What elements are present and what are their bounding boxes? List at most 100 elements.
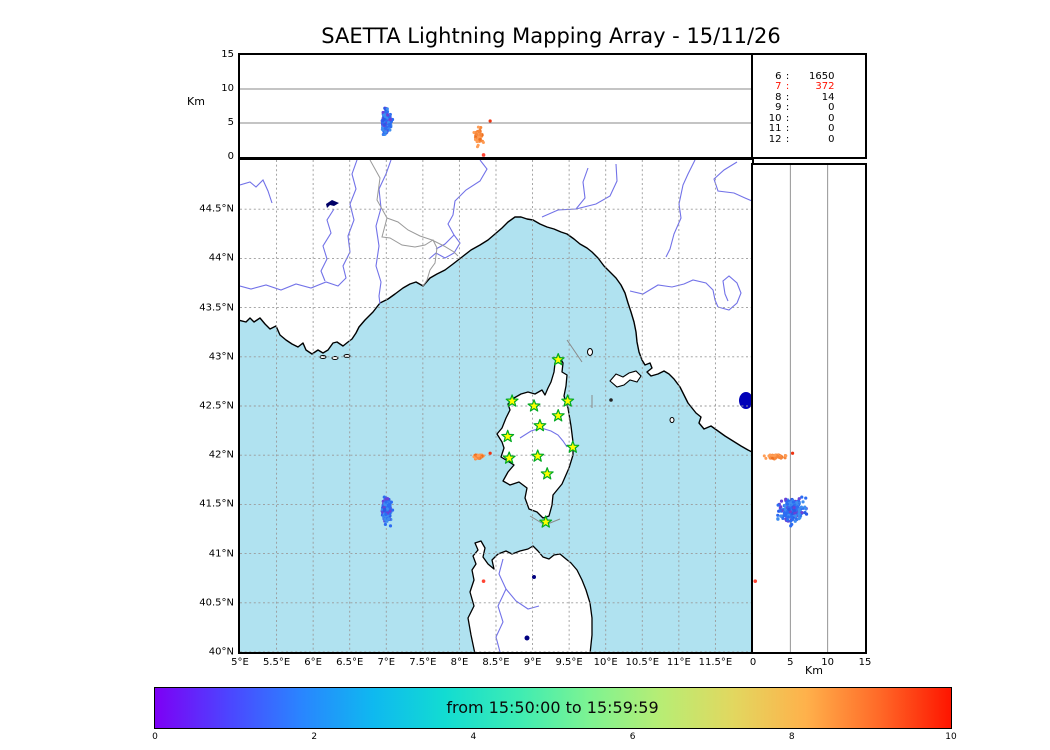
capraia-island: [586, 347, 593, 356]
river: [319, 208, 334, 281]
station-star: [532, 418, 546, 431]
river: [712, 161, 752, 202]
giglio-island: [669, 416, 674, 423]
top-panel-y-axis-unit: Km: [187, 95, 205, 108]
source-count-table: 6:1650 7:372 8:14 9:0 10:0 11:0 12:0: [750, 52, 867, 159]
latitude-tick: 43°N: [208, 351, 234, 363]
longitude-tick: 8°E: [450, 657, 469, 668]
river: [575, 167, 589, 209]
river: [239, 159, 358, 291]
right-panel-km-tick: 0: [749, 657, 757, 668]
right-panel-x-axis-unit: Km: [805, 664, 823, 677]
station-star: [500, 429, 514, 442]
figure-title: SAETTA Lightning Mapping Array - 15/11/2…: [321, 24, 781, 48]
station-star: [540, 466, 554, 479]
river: [435, 234, 454, 249]
station-star: [502, 450, 516, 464]
right-panel-km-tick: 10: [821, 657, 835, 668]
map-graticule: [239, 159, 752, 652]
river: [629, 278, 719, 307]
altitude-vs-latitude-panel: [750, 162, 867, 654]
station-star: [530, 448, 544, 462]
station-star: [538, 514, 552, 528]
lake-serre-poncon: [325, 199, 339, 208]
longitude-tick: 10.5°E: [625, 657, 660, 668]
longitude-tick: 10°E: [593, 657, 618, 668]
longitude-tick: 9.5°E: [555, 657, 583, 668]
altitude-vs-longitude-panel: [237, 52, 754, 159]
river: [494, 558, 507, 652]
pianosa-islet: [608, 397, 613, 402]
river: [665, 159, 695, 257]
longitude-tick: 6°E: [304, 657, 322, 668]
right-panel-km-tick: 15: [858, 657, 872, 668]
colorbar-tick: 2: [311, 732, 318, 742]
sardinia-island: [466, 539, 593, 652]
route-segment: [529, 515, 545, 525]
route-segment: [566, 339, 582, 362]
longitude-tick: 9°E: [523, 657, 542, 668]
longitude-tick: 8.5°E: [482, 657, 510, 668]
hyeres-islet: [343, 353, 350, 358]
station-star: [551, 352, 565, 365]
station-star: [505, 393, 519, 407]
time-window-label: from 15:50:00 to 15:59:59: [446, 697, 659, 717]
river: [519, 426, 567, 447]
elba-island: [608, 369, 642, 388]
station-star: [551, 408, 565, 421]
colorbar-tick: 8: [788, 732, 795, 742]
longitude-tick: 5.5°E: [262, 657, 291, 668]
sardinia-lake: [531, 574, 536, 579]
colorbar-tick: 10: [945, 732, 957, 742]
top-panel-km-tick: 5: [227, 117, 234, 128]
altitude-latitude-plot: [752, 164, 828, 652]
latitude-tick: 41°N: [208, 548, 234, 560]
source-count-row: 9:0: [775, 102, 835, 114]
longitude-tick: 5°E: [231, 657, 249, 668]
latitude-tick: 44°N: [208, 252, 234, 264]
latitude-tick: 41.5°N: [199, 498, 234, 510]
latitude-tick: 42.5°N: [199, 400, 234, 412]
river: [541, 163, 618, 218]
latitude-tick: 42°N: [208, 449, 234, 461]
lake-bolsena: [738, 391, 752, 409]
river: [428, 159, 488, 259]
source-count-row: 6:1650: [775, 70, 835, 82]
longitude-tick: 7.5°E: [409, 657, 437, 668]
source-count-row: 8:14: [775, 91, 835, 103]
top-panel-km-tick: 0: [227, 151, 234, 162]
time-colorbar: from 15:50:00 to 15:59:59: [153, 686, 952, 729]
lightning-sources-lon-alt: [380, 106, 492, 157]
colorbar-tick: 4: [470, 732, 477, 742]
river: [239, 178, 273, 203]
source-count-row: 11:0: [768, 123, 835, 135]
colorbar-tick: 6: [629, 732, 636, 742]
top-panel-km-tick: 10: [221, 83, 234, 94]
river: [505, 588, 539, 610]
lma-stations: [500, 352, 579, 528]
colorbar-tick: 0: [152, 732, 158, 742]
country-border: [369, 159, 438, 286]
source-count-row: 7:372: [775, 81, 835, 93]
station-star: [565, 440, 579, 453]
source-count-rows: 6:1650 7:372 8:14 9:0 10:0 11:0 12:0: [767, 70, 835, 146]
country-border: [386, 217, 458, 256]
longitude-tick: 7°E: [377, 657, 396, 668]
corsica-island: [495, 354, 574, 519]
top-panel-km-tick: 15: [221, 49, 234, 60]
lightning-sources-map: [380, 451, 492, 583]
map-panel: [237, 157, 754, 654]
latitude-tick: 44.5°N: [199, 203, 234, 215]
longitude-tick: 11°E: [666, 657, 691, 668]
right-panel-km-tick: 5: [787, 657, 794, 668]
latitude-tick: 43.5°N: [199, 302, 234, 314]
station-star: [560, 393, 574, 407]
geographic-map: [239, 159, 752, 652]
longitude-tick: 6.5°E: [336, 657, 364, 668]
latitude-tick: 40°N: [208, 646, 234, 658]
source-count-row: 12:0: [768, 134, 835, 146]
longitude-tick: 11.5°E: [698, 657, 733, 668]
river: [717, 274, 742, 311]
source-count-row: 10:0: [768, 112, 835, 124]
